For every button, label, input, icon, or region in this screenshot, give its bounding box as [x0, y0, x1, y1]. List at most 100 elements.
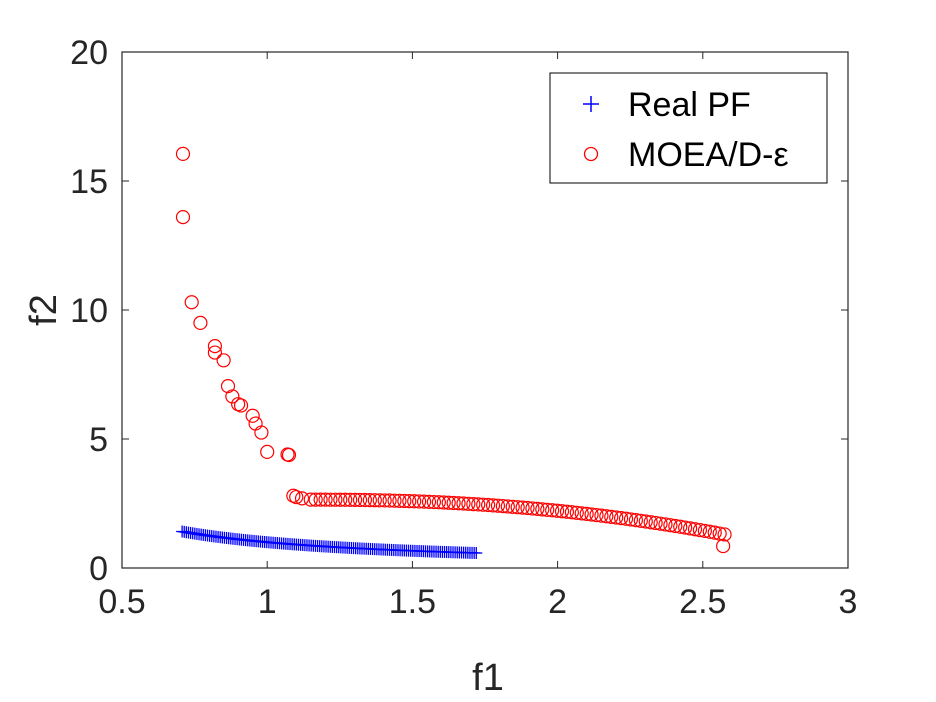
moead-eps-point — [382, 493, 397, 508]
y-tick-label: 10 — [70, 292, 108, 330]
moead-eps-point — [184, 295, 199, 310]
moead-eps-point — [441, 495, 456, 510]
moead-eps-point — [216, 353, 231, 368]
moead-eps-point — [254, 425, 269, 440]
moead-eps-point — [712, 526, 727, 541]
moead-eps-point — [451, 496, 466, 511]
moead-eps-point — [392, 493, 407, 508]
moead-eps-point — [402, 494, 417, 509]
y-tick-label: 20 — [70, 34, 108, 72]
moead-eps-point — [416, 494, 432, 509]
moead-eps-point — [495, 498, 510, 514]
moead-eps-point — [260, 444, 275, 459]
moead-eps-point — [604, 509, 619, 524]
moead-eps-point — [687, 522, 703, 537]
moead-eps-point — [707, 525, 722, 540]
moead-eps-point — [633, 513, 648, 528]
moead-eps-point — [628, 513, 644, 528]
moead-eps-point — [481, 497, 496, 513]
moead-eps-point — [294, 491, 310, 506]
moead-eps-point — [594, 508, 609, 523]
y-axis-title: f2 — [23, 294, 65, 326]
moead-eps-point — [697, 523, 712, 539]
moead-eps-point — [643, 515, 658, 530]
moead-eps-point — [530, 501, 545, 516]
moead-eps-point — [668, 518, 683, 534]
moead-eps-point — [338, 492, 353, 507]
moead-eps-point — [175, 146, 191, 162]
moead-eps-point — [476, 497, 491, 512]
moead-eps-point — [673, 519, 688, 534]
x-tick-label: 1 — [258, 583, 277, 621]
moead-eps-point — [328, 492, 343, 507]
moead-eps-point — [245, 408, 260, 423]
moead-eps-point — [648, 515, 663, 531]
moead-eps-point — [678, 520, 693, 535]
moead-eps-point — [372, 493, 387, 508]
moead-eps-point — [540, 502, 555, 517]
moead-eps-point — [193, 315, 208, 330]
moead-eps-point — [281, 447, 297, 463]
moead-eps-point — [682, 521, 698, 536]
moead-eps-point — [618, 511, 634, 526]
moead-eps-point — [426, 494, 442, 510]
moead-eps-point — [397, 493, 412, 509]
moead-eps-point — [308, 492, 323, 507]
moead-eps-point — [579, 506, 594, 522]
moead-eps-point — [347, 492, 363, 507]
y-tick-label: 0 — [89, 550, 108, 588]
moead-eps-point — [175, 210, 191, 225]
moead-eps-point — [367, 493, 382, 508]
moead-eps-point — [421, 494, 437, 509]
x-tick-label: 3 — [839, 583, 858, 621]
legend-marker-real-pf — [583, 96, 599, 112]
moead-eps-point — [717, 527, 732, 542]
real-pf-point — [470, 547, 483, 559]
moead-eps-point — [515, 500, 530, 515]
moead-eps-point — [485, 498, 501, 513]
moead-eps-point — [313, 492, 328, 507]
moead-eps-point — [343, 492, 358, 507]
moead-eps-point — [303, 492, 318, 507]
moead-eps-point — [352, 492, 368, 508]
moead-eps-point — [323, 492, 338, 507]
moead-eps-point — [584, 507, 599, 522]
moead-eps-point — [505, 499, 520, 514]
moead-eps-point — [456, 496, 471, 511]
series-moead-eps — [175, 146, 732, 554]
moead-eps-point — [431, 495, 446, 510]
moead-eps-point — [658, 517, 673, 532]
moead-eps-point — [545, 503, 560, 518]
moead-eps-point — [500, 499, 515, 514]
moead-eps-point — [609, 510, 624, 525]
moead-eps-point — [466, 496, 481, 512]
legend-box — [549, 72, 828, 184]
legend-label-moead-eps: MOEA/D-ε — [628, 136, 789, 174]
y-tick-label: 15 — [70, 163, 108, 201]
moead-eps-point — [559, 504, 575, 519]
axis-tick-labels: 0.5 1 1.5 2 2.5 3 0 5 10 15 20 — [70, 34, 857, 621]
moead-eps-point — [446, 495, 461, 511]
moead-eps-point — [412, 494, 427, 509]
moead-eps-point — [623, 512, 639, 527]
moead-eps-point — [599, 509, 614, 524]
moead-eps-point — [549, 503, 565, 518]
legend-label-real-pf: Real PF — [628, 86, 751, 124]
moead-eps-point — [233, 398, 249, 413]
moead-eps-point — [574, 506, 589, 521]
moead-eps-point — [220, 379, 236, 394]
moead-eps-point — [357, 492, 373, 508]
moead-eps-point — [569, 505, 584, 520]
axis-ticks — [121, 51, 849, 569]
moead-eps-point — [377, 493, 392, 508]
moead-eps-point — [702, 524, 717, 539]
moead-eps-point — [510, 500, 525, 515]
moead-eps-point — [638, 514, 653, 529]
x-axis-title: f1 — [472, 657, 504, 699]
moead-eps-point — [692, 522, 708, 538]
moead-eps-point — [520, 500, 535, 516]
moead-eps-point — [387, 493, 402, 508]
legend-marker-moead-eps — [583, 146, 599, 162]
x-tick-label: 2 — [548, 583, 567, 621]
